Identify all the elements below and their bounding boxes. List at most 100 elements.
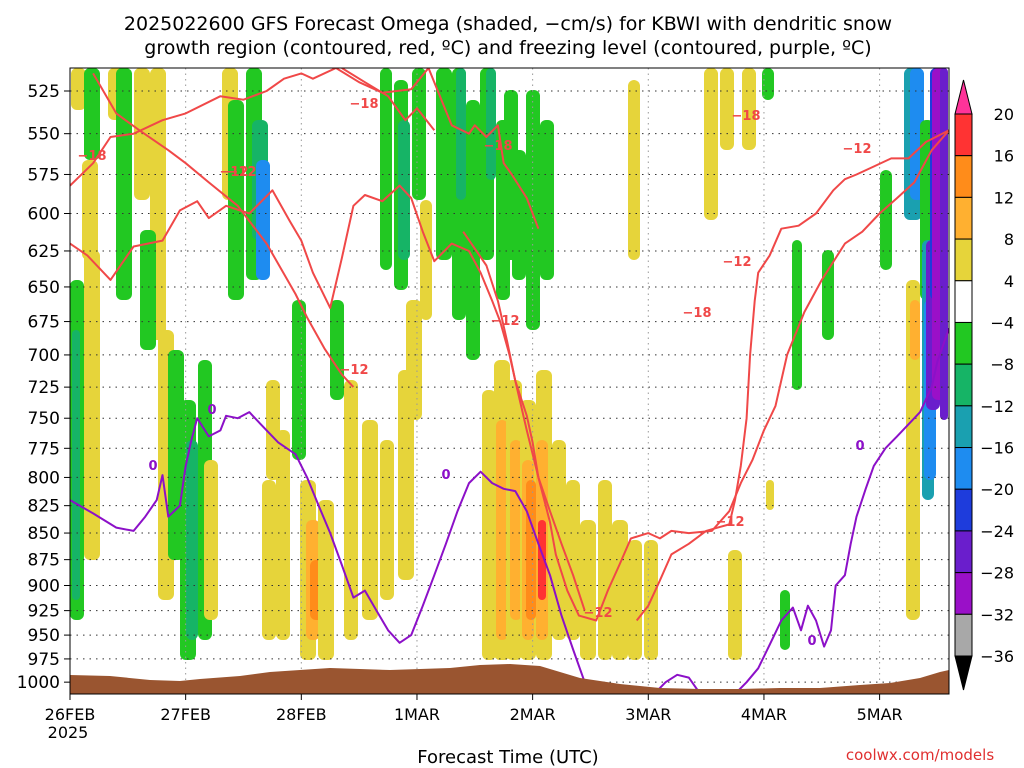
contour-line — [92, 72, 355, 388]
omega-shade-region — [780, 590, 790, 650]
contour-label-red: −18 — [732, 109, 761, 124]
omega-shade-region — [330, 300, 344, 400]
colorbar-label: −32 — [980, 605, 1014, 624]
omega-shade-region — [82, 160, 98, 260]
y-tick-label: 775 — [28, 439, 60, 459]
omega-shade-region — [318, 500, 334, 660]
omega-shade-region — [612, 520, 628, 660]
omega-shade-region — [256, 160, 270, 280]
contour-label-purple: 0 — [207, 403, 216, 418]
y-tick-label: 525 — [28, 82, 60, 102]
colorbar-segment — [954, 113, 973, 157]
y-tick-label: 575 — [28, 165, 60, 185]
y-tick-label: 675 — [28, 313, 60, 333]
plot-frame — [69, 67, 950, 695]
y-tick-label: 700 — [28, 346, 60, 366]
omega-shade-region — [71, 68, 86, 110]
colorbar-segment — [954, 447, 973, 490]
omega-shade-region — [510, 440, 522, 620]
omega-shade-region — [580, 520, 596, 660]
colorbar-label: −28 — [980, 564, 1014, 583]
omega-shade-region — [792, 240, 802, 390]
colorbar-segment — [954, 405, 973, 449]
contour-label-red: −12 — [220, 165, 249, 180]
omega-shade-region — [566, 480, 580, 640]
y-tick-label: 750 — [28, 409, 60, 429]
contour-label-red: −12 — [228, 165, 257, 180]
colorbar-segment — [954, 196, 973, 240]
x-tick-label: 4MAR — [741, 705, 787, 724]
omega-shade-region — [406, 300, 422, 420]
omega-shade-region — [398, 370, 414, 580]
contour-label-red: −18 — [78, 149, 107, 164]
colorbar-segment — [954, 613, 973, 657]
colorbar-label: −20 — [980, 480, 1014, 499]
y-tick-label: 725 — [28, 378, 60, 398]
omega-shade-region — [598, 480, 612, 660]
omega-shade-region — [262, 480, 276, 640]
contour-label-red: −18 — [350, 97, 379, 112]
y-tick-label: 850 — [28, 524, 60, 544]
x-tick-label: 5MAR — [857, 705, 903, 724]
y-axis-pressure: 525 550 575 600 625 650 675 700 725 750 775 800 825 8… — [17, 82, 70, 693]
contour-label-red: −12 — [491, 314, 520, 329]
omega-shade-region — [552, 440, 566, 640]
colorbar-top-arrow — [954, 79, 973, 115]
colorbar-segment — [954, 488, 973, 532]
omega-shade-region — [910, 300, 920, 360]
contour-line — [635, 129, 949, 622]
omega-shade-region — [728, 550, 742, 660]
colorbar-label: 12 — [994, 188, 1014, 207]
omega-shade-region — [380, 68, 392, 270]
surface-terrain — [70, 664, 949, 694]
omega-shade-region — [84, 250, 100, 560]
colorbar-label: 4 — [1004, 272, 1014, 291]
x-axis-title: Forecast Time (UTC) — [417, 747, 598, 768]
contour-label-red: −12 — [340, 363, 369, 378]
colorbar-segment — [954, 155, 973, 198]
contour-line — [70, 129, 949, 622]
colorbar-bottom-arrow — [954, 655, 973, 691]
omega-shade-region — [420, 200, 432, 320]
omega-shade-region — [486, 68, 496, 180]
x-tick-label: 28FEB — [276, 705, 327, 724]
omega-shade-region — [482, 390, 496, 660]
omega-shade-region — [72, 330, 80, 600]
y-tick-label: 800 — [28, 468, 60, 488]
y-tick-label: 875 — [28, 551, 60, 571]
colorbar-segment — [954, 363, 973, 407]
y-tick-label: 600 — [28, 205, 60, 225]
x-axis-time: 26FEB 27FEB 28FEB 1MAR 2MAR 3MAR 4MAR 5MAR — [45, 694, 903, 724]
contour-label-purple: 0 — [441, 468, 450, 483]
colorbar-label: 8 — [1004, 230, 1014, 249]
y-tick-label: 625 — [28, 242, 60, 262]
contour-label-purple: 0 — [807, 634, 816, 649]
y-tick-label: 1000 — [17, 673, 60, 693]
contour-line — [653, 673, 702, 694]
contour-label-red: −12 — [843, 142, 872, 157]
omega-shade-region — [822, 250, 834, 340]
colorbar-label: −36 — [980, 647, 1014, 666]
contour-labels: −18−18−12−12−18−12−18−12−12−18−12−12−120… — [78, 97, 872, 649]
colorbar-label: 20 — [994, 105, 1014, 124]
colorbar-segment — [954, 280, 973, 323]
omega-shade-region — [762, 68, 774, 100]
colorbar-label: −4 — [990, 313, 1014, 332]
omega-shade-region — [526, 480, 536, 620]
omega-shade-region — [140, 230, 156, 350]
omega-shade-region — [628, 80, 640, 260]
contour-label-purple: 0 — [148, 459, 157, 474]
contour-line — [70, 68, 540, 230]
omega-shade-region — [186, 440, 198, 640]
omega-shade-region — [292, 300, 306, 460]
omega-shade-region — [880, 170, 892, 270]
y-tick-label: 825 — [28, 497, 60, 517]
omega-shade-region — [466, 100, 480, 360]
x-tick-label: 1MAR — [394, 705, 440, 724]
x-tick-label: 26FEB — [45, 705, 96, 724]
contour-label-red: −12 — [723, 255, 752, 270]
colorbar-label: −12 — [980, 397, 1014, 416]
contour-label-red: −12 — [584, 606, 613, 621]
y-tick-label: 975 — [28, 650, 60, 670]
omega-shade-region — [380, 440, 394, 600]
